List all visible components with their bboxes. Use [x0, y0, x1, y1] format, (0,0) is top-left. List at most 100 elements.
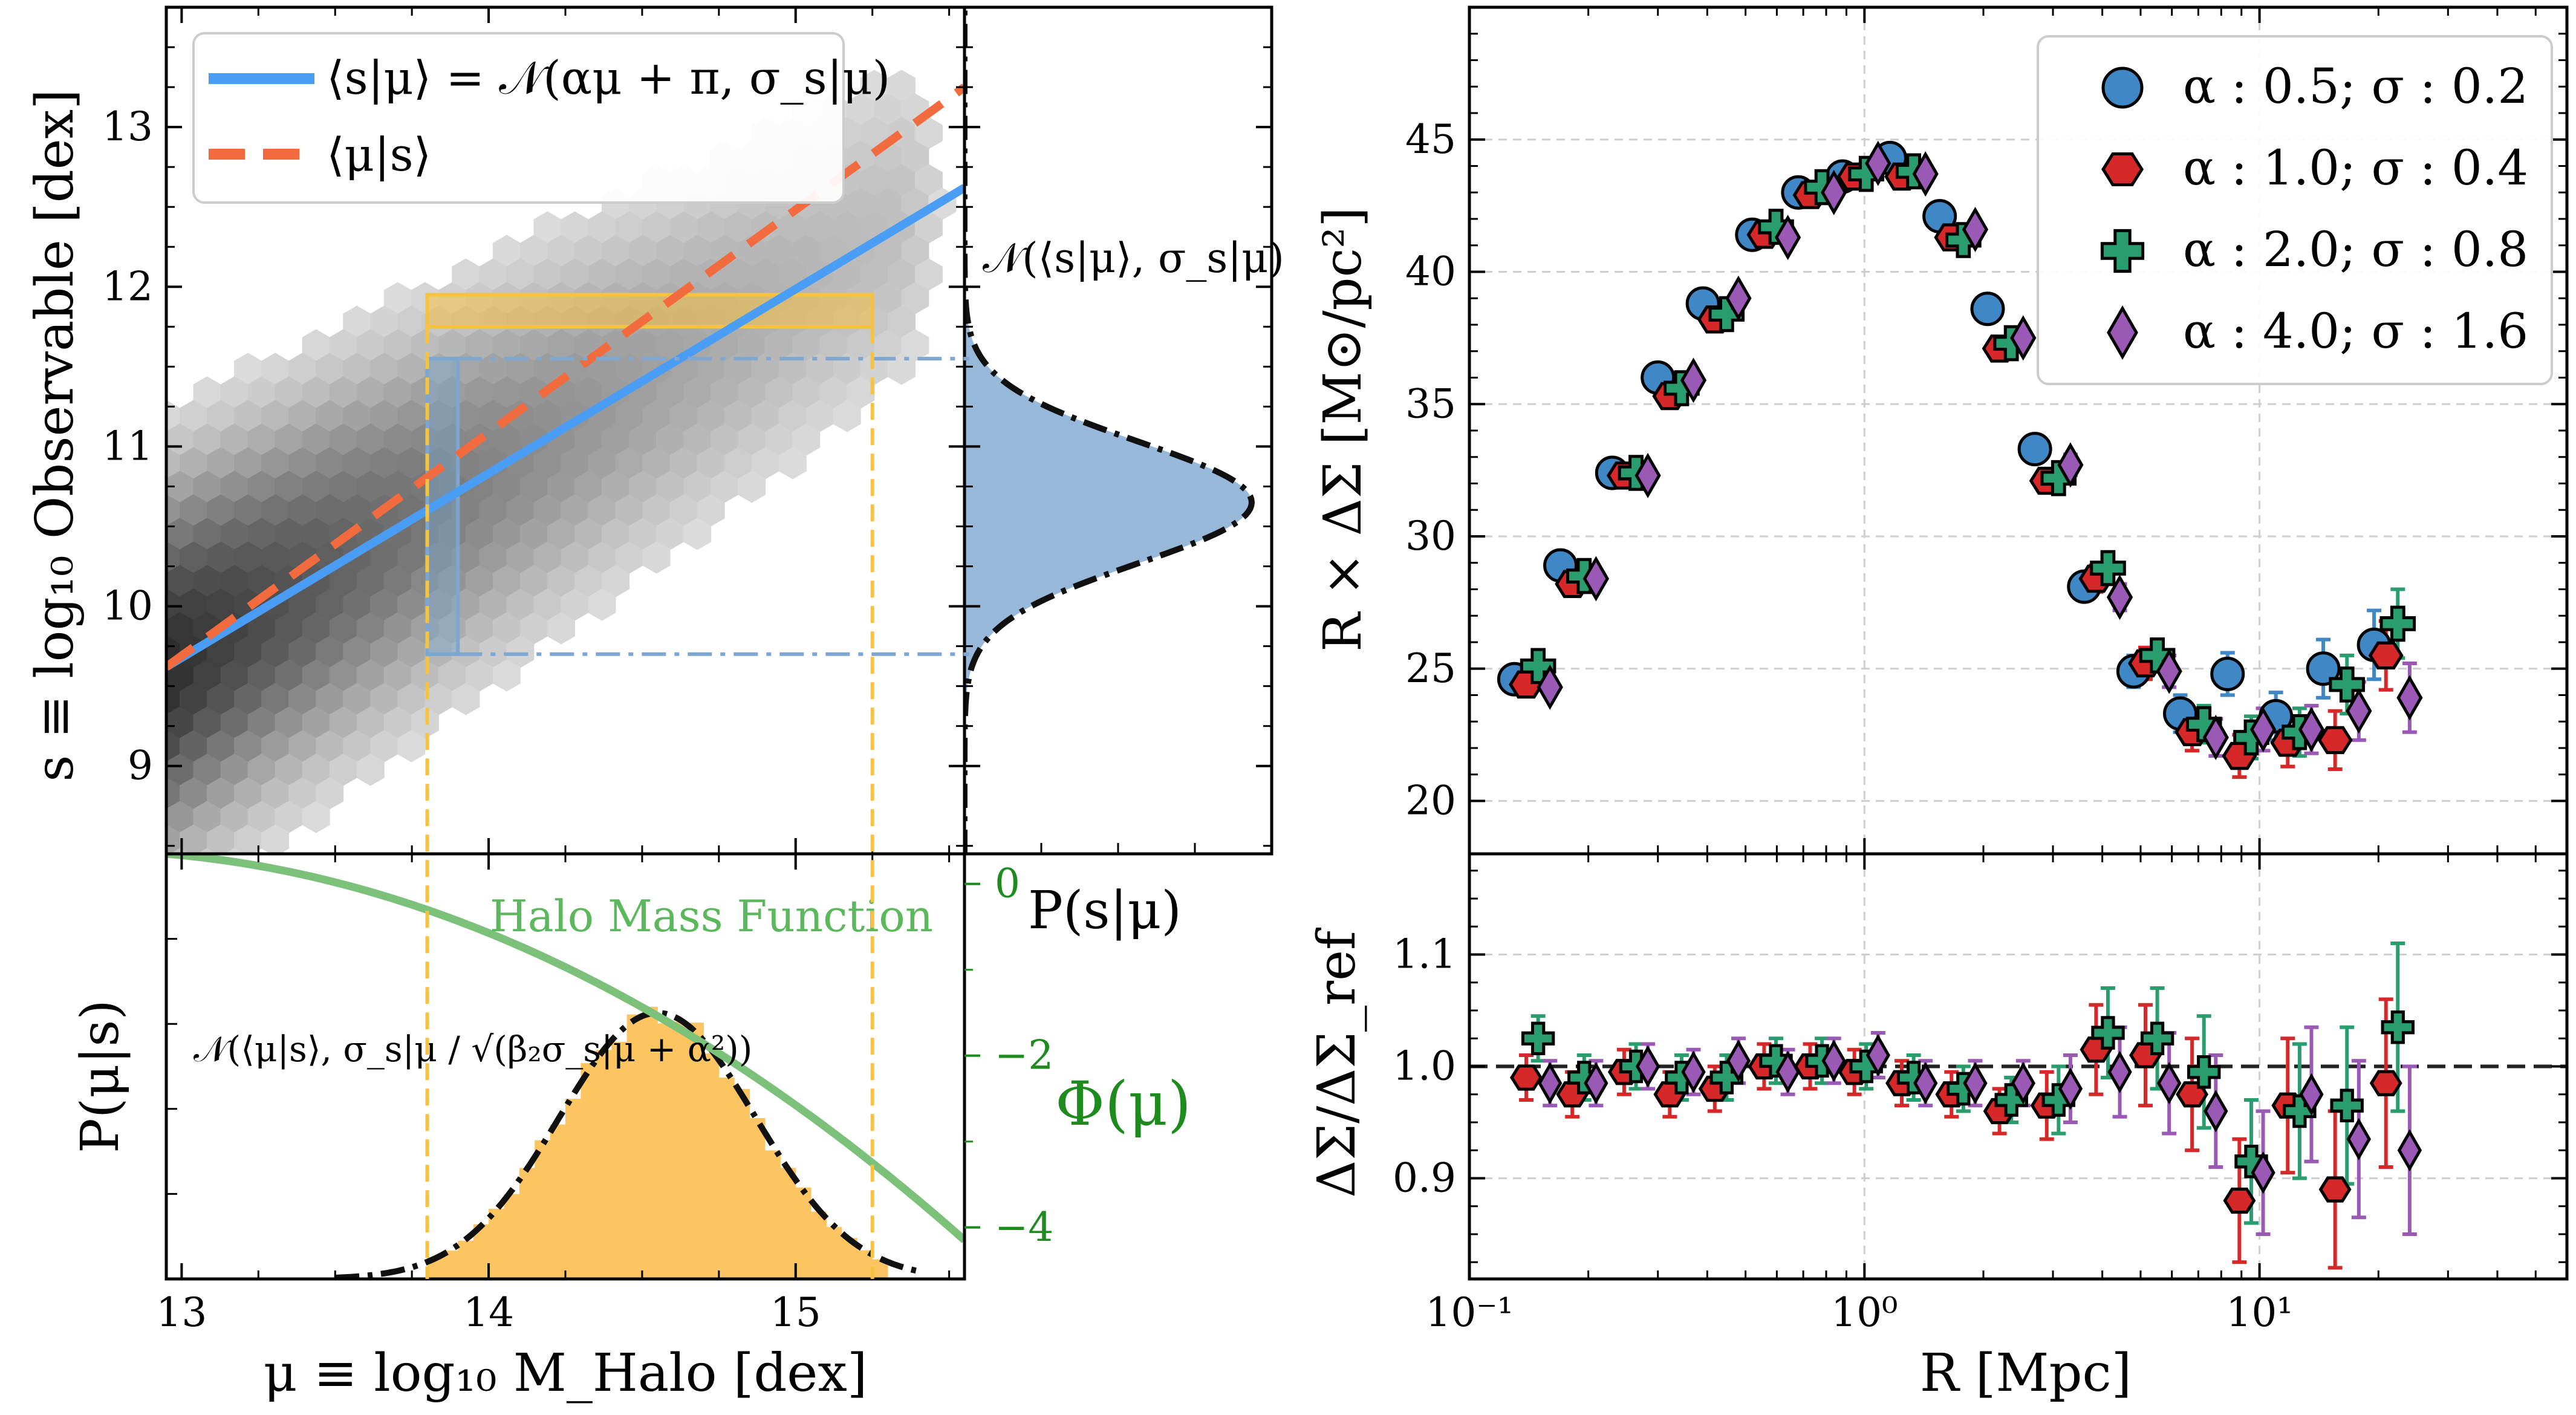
joint-y-ticklabel: 11	[102, 423, 153, 469]
marginal-mu-histogram-bar	[642, 1006, 658, 1279]
ratio-point	[2283, 1094, 2317, 1128]
marginal-mu-histogram-bar	[765, 1150, 781, 1279]
marginal-mu-histogram-bar	[826, 1227, 842, 1279]
profile-point	[1821, 169, 1847, 215]
profile-y-ticklabel: 45	[1405, 116, 1456, 163]
ratio-point	[2140, 1021, 2174, 1055]
ratio-point	[1726, 1039, 1751, 1082]
legend-label-s-given-mu: ⟨s|μ⟩ = 𝒩(αμ + π, σ_s|μ)	[327, 51, 890, 105]
profile-point	[2090, 550, 2126, 587]
profile-point	[1582, 556, 1609, 602]
ratio-panel: 0.9 1.0 1.1 10⁻¹ 10⁰ 10¹ ΔΣ/ΔΣ_ref R [Mpc]	[1307, 852, 2569, 1404]
hmf-axis-label: Φ(μ)	[1055, 1069, 1191, 1139]
marginal-s-panel: 𝒩(⟨s|μ⟩, σ_s|μ) P(s|μ)	[963, 5, 1284, 941]
legend-marker-4	[2107, 305, 2138, 360]
ratio-point	[1775, 1050, 1800, 1093]
profile-point	[2210, 657, 2245, 691]
profile-point	[1962, 206, 1989, 253]
profile-point	[2317, 726, 2353, 755]
marginal-mu-histogram-bar	[611, 1041, 628, 1279]
hexbin-cell	[126, 495, 153, 526]
ratio-point	[2107, 1050, 2132, 1093]
joint-overlay	[166, 83, 964, 671]
profile-point	[1775, 215, 1801, 261]
ratio-point	[1913, 1062, 1938, 1105]
marginal-mu-histogram-bar	[811, 1211, 827, 1279]
marginal-s-xlabel: P(s|μ)	[1028, 880, 1182, 941]
ratio-point	[1994, 1083, 2028, 1117]
marginal-mu-histogram-bar	[596, 1050, 612, 1279]
profile-legend-box	[2037, 35, 2553, 385]
hexbin-cell	[126, 683, 153, 715]
ratio-point	[2346, 1117, 2371, 1160]
ratio-point	[2204, 1090, 2228, 1133]
ratio-point	[2330, 1088, 2364, 1122]
marginal-mu-histogram-bar	[489, 1208, 504, 1279]
hexbin-cell	[738, 470, 766, 503]
joint-y-ticklabel: 13	[102, 103, 153, 150]
legend-marker-1	[2101, 67, 2144, 109]
marginal-mu-ylabel: P(μ|s)	[70, 1000, 131, 1153]
hexbin-cell	[642, 541, 671, 574]
marginal-mu-histogram-bar	[780, 1168, 796, 1279]
joint-y-ticklabel: 9	[128, 743, 153, 789]
profile-ylabel: R × ΔΣ [M⊙/pc²]	[1313, 207, 1373, 652]
marginal-s-ticks	[964, 46, 1272, 854]
hexbin-cell	[302, 801, 330, 833]
joint-y-ticklabel: 10	[102, 583, 153, 629]
hexbin-cell	[166, 478, 167, 495]
ratio-point	[1865, 1033, 1890, 1077]
marginal-mu-gaussian-fit	[335, 1009, 919, 1279]
hexbin-cell	[139, 848, 166, 880]
profile-point	[2010, 315, 2037, 361]
ratio-y-ticklabel: 1.0	[1393, 1043, 1456, 1090]
marginal-mu-histogram-bar	[458, 1240, 474, 1279]
hexbin-cell	[356, 753, 385, 786]
legend-label-mu-given-s: ⟨μ|s⟩	[327, 128, 431, 181]
ratio-point	[1538, 1062, 1563, 1105]
joint-y-ticklabel: 12	[102, 263, 153, 310]
ratio-point	[1521, 1021, 1555, 1055]
observable-bin	[425, 293, 874, 329]
ratio-point	[1963, 1062, 1988, 1105]
marginal-mu-histogram-bar	[565, 1099, 581, 1279]
ratio-points	[1510, 942, 2422, 1270]
marginal-mu-histogram-bar	[504, 1194, 520, 1279]
ratio-point	[2091, 1016, 2125, 1050]
profile-point	[1680, 357, 1707, 403]
hexbin-cell	[588, 588, 616, 621]
profile-point	[2396, 675, 2423, 721]
legend-marker-3	[2100, 229, 2145, 273]
marginal-mu-histogram-bar	[688, 1023, 704, 1279]
profile-point	[2346, 688, 2372, 734]
ratio-x-ticklabel: 10¹	[2226, 1289, 2292, 1336]
legend-series-3: α : 2.0; σ : 0.8	[2183, 221, 2528, 278]
ratio-point	[2299, 1073, 2324, 1116]
ratio-xlabel: R [Mpc]	[1920, 1343, 2132, 1404]
ratio-point	[2369, 1070, 2402, 1096]
joint-ylabel: s ≡ log₁₀ Observable [dex]	[25, 89, 85, 781]
marginal-mu-histogram-bar	[626, 1014, 643, 1279]
hmf-axis-ticklabel: −2	[995, 1032, 1053, 1079]
hexbin-cell	[166, 667, 167, 684]
hexbin-cell	[833, 400, 861, 432]
joint-legend: ⟨s|μ⟩ = 𝒩(αμ + π, σ_s|μ) ⟨μ|s⟩	[192, 32, 890, 204]
marginal-mu-histogram-bar	[581, 1063, 597, 1279]
profile-point	[2017, 432, 2052, 467]
hexbin-cell	[887, 353, 916, 385]
ratio-point	[2381, 1010, 2415, 1044]
ratio-ylabel: ΔΣ/ΔΣ_ref	[1307, 928, 1367, 1198]
profile-point	[1537, 664, 1563, 710]
ratio-point	[1709, 1061, 1743, 1095]
marginal-mu-histogram-bar	[550, 1124, 566, 1279]
legend-series-2: α : 1.0; σ : 0.4	[2183, 140, 2528, 196]
hexbin-cell	[683, 518, 712, 550]
hmf-label: Halo Mass Function	[490, 891, 933, 942]
ratio-x-ticklabel: 10⁰	[1831, 1289, 1898, 1336]
ratio-y-ticklabel: 0.9	[1393, 1155, 1456, 1202]
marginal-mu-x-ticklabel: 14	[463, 1289, 514, 1336]
hexbin-cell	[547, 612, 575, 645]
joint-legend-box	[192, 32, 845, 204]
profile-y-ticklabel: 25	[1405, 645, 1456, 692]
